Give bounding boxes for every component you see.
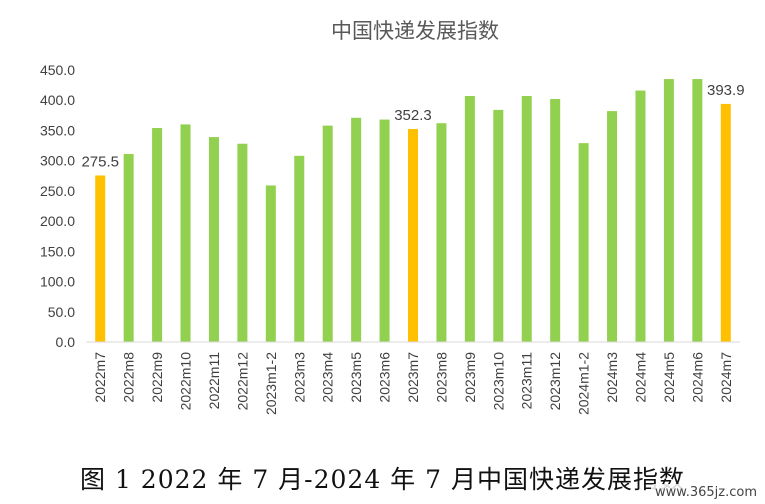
y-tick-label: 200.0	[40, 213, 75, 229]
x-tick-label: 2023m9	[462, 352, 478, 403]
x-tick-label: 2024m7	[718, 352, 734, 403]
bar	[180, 124, 191, 343]
x-tick-label: 2022m10	[178, 352, 194, 411]
bar	[521, 95, 532, 342]
bar	[379, 119, 390, 342]
x-tick-label: 2024m4	[632, 352, 648, 403]
y-tick-label: 400.0	[40, 92, 75, 108]
bar	[578, 143, 589, 342]
x-tick-label: 2023m12	[547, 352, 563, 411]
x-tick-label: 2024m1-2	[576, 352, 592, 415]
data-label: 352.3	[394, 107, 432, 124]
chart: 中国快递发展指数 0.0 50.0 100.0 150.0 200.0 250.0 300.…	[40, 19, 745, 415]
bar	[692, 79, 703, 343]
figure-caption: 图 1 2022 年 7 月-2024 年 7 月中国快递发展指数	[80, 465, 685, 494]
data-label: 275.5	[81, 153, 119, 170]
chart-title: 中国快递发展指数	[331, 19, 499, 43]
y-tick-label: 250.0	[40, 183, 75, 199]
bar	[322, 125, 333, 342]
y-axis: 0.0 50.0 100.0 150.0 200.0 250.0 300.0 350.0 400…	[40, 62, 75, 350]
x-tick-label: 2023m7	[405, 352, 421, 403]
bar	[464, 95, 475, 342]
bar	[294, 155, 305, 342]
x-tick-label: 2023m11	[519, 352, 535, 410]
bar	[635, 90, 646, 342]
y-tick-label: 0.0	[56, 334, 76, 350]
x-tick-label: 2024m6	[689, 352, 705, 403]
bar	[208, 137, 219, 342]
x-tick-label: 2024m5	[661, 352, 677, 403]
bar	[237, 143, 248, 342]
bar	[663, 79, 674, 343]
y-tick-label: 350.0	[40, 122, 75, 138]
watermark: www.365jz.com	[651, 484, 761, 501]
y-tick-label: 150.0	[40, 243, 75, 259]
x-tick-label: 2023m1-2	[263, 352, 279, 415]
y-tick-label: 100.0	[40, 274, 75, 290]
x-tick-label: 2023m3	[291, 352, 307, 403]
x-tick-label: 2024m3	[604, 352, 620, 403]
x-tick-label: 2023m6	[377, 352, 393, 403]
bar	[493, 109, 504, 342]
bar	[95, 175, 106, 342]
bar	[550, 99, 561, 342]
x-tick-label: 2023m4	[320, 352, 336, 403]
data-label: 393.9	[707, 82, 745, 99]
x-tick-label: 2022m8	[121, 352, 137, 403]
y-tick-label: 450.0	[40, 62, 75, 78]
bar	[123, 154, 134, 342]
bar	[265, 185, 276, 342]
y-tick-label: 50.0	[48, 304, 75, 320]
bar	[152, 128, 163, 342]
bars	[95, 79, 731, 343]
x-tick-label: 2022m9	[149, 352, 165, 403]
data-labels: 275.5 352.3 393.9	[81, 82, 744, 171]
bar	[607, 111, 618, 342]
y-tick-label: 300.0	[40, 153, 75, 169]
bar	[436, 123, 447, 343]
x-tick-label: 2023m5	[348, 352, 364, 403]
x-axis: 2022m7 2022m8 2022m9 2022m10 2022m11 2022m12 2…	[92, 352, 734, 415]
x-tick-label: 2023m10	[490, 352, 506, 411]
x-tick-label: 2022m11	[206, 352, 222, 410]
x-tick-label: 2022m12	[234, 352, 250, 411]
bar	[408, 129, 418, 342]
bar	[720, 103, 731, 342]
x-tick-label: 2023m8	[433, 352, 449, 403]
bar	[351, 117, 362, 342]
x-tick-label: 2022m7	[92, 352, 108, 403]
